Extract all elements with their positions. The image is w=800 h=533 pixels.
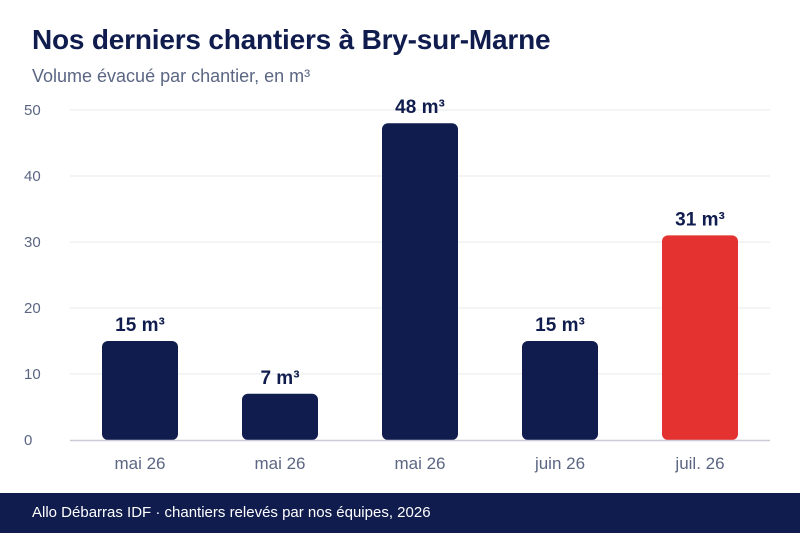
x-category-label: juin 26 [534,454,585,473]
source-note: Allo Débarras IDF · chantiers relevés pa… [32,504,431,521]
x-category-label: mai 26 [114,454,165,473]
y-tick-label: 10 [24,366,41,383]
chart-title: Nos derniers chantiers à Bry-sur-Marne [32,24,551,55]
chart-subtitle: Volume évacué par chantier, en m³ [32,66,311,86]
bar-value-label: 31 m³ [675,209,725,230]
bar [382,123,458,440]
bar [242,393,318,440]
bar-value-label: 15 m³ [535,315,585,336]
y-tick-label: 0 [24,432,32,449]
y-tick-label: 50 [24,102,41,119]
bar-value-label: 48 m³ [395,97,445,118]
bar-value-label: 15 m³ [115,315,165,336]
x-category-label: mai 26 [394,454,445,473]
x-category-label: mai 26 [254,454,305,473]
y-tick-label: 30 [24,234,41,251]
x-category-label: juil. 26 [674,454,724,473]
y-tick-label: 40 [24,168,41,185]
footer-bar: Allo Débarras IDF · chantiers relevés pa… [0,493,800,533]
bar [522,341,598,440]
bar-chart: 0 10 20 30 40 50 15 m³ mai 26 7 m³ mai 26 48 m³ mai… [24,97,770,473]
bar-value-label: 7 m³ [260,368,299,389]
bar [662,235,738,440]
y-tick-label: 20 [24,300,41,317]
bar [102,341,178,440]
